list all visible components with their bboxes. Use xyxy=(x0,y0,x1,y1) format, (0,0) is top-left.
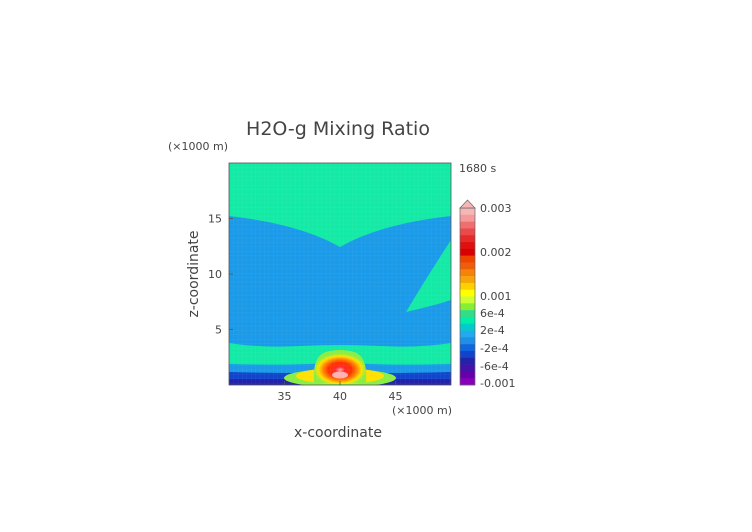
colorbar xyxy=(459,199,476,386)
colorbar-swatch xyxy=(460,350,475,359)
colorbar-swatch xyxy=(460,276,475,284)
colorbar-swatch xyxy=(460,282,475,290)
colorbar-swatch xyxy=(460,255,475,263)
y-axis-label: z-coordinate xyxy=(186,230,202,317)
colorbar-swatch xyxy=(460,242,475,250)
y-axis: 5 10 15 xyxy=(208,213,233,337)
colorbar-swatch xyxy=(460,214,475,222)
colorbar-swatch xyxy=(460,344,475,352)
colorbar-label: -2e-4 xyxy=(480,342,509,355)
colorbar-label: 0.001 xyxy=(480,290,512,303)
x-tick-label: 45 xyxy=(389,390,403,403)
colorbar-arrow xyxy=(459,199,476,209)
colorbar-swatch xyxy=(460,303,475,311)
colorbar-swatch xyxy=(460,235,475,243)
colorbar-swatch xyxy=(460,262,475,270)
colorbar-label: -6e-4 xyxy=(480,360,509,373)
colorbar-swatch xyxy=(460,310,475,318)
colorbar-swatch xyxy=(460,378,475,386)
colorbar-label: 2e-4 xyxy=(480,324,505,337)
y-tick-label: 10 xyxy=(208,268,222,281)
x-axis: 35 40 45 xyxy=(278,381,403,403)
colorbar-labels: 0.003 0.002 0.001 6e-4 2e-4 -2e-4 -6e-4 -0.001 xyxy=(480,202,515,390)
grid-overlay xyxy=(229,163,451,385)
colorbar-swatch xyxy=(460,316,475,325)
x-unit-label: (×1000 m) xyxy=(392,404,452,417)
colorbar-swatch xyxy=(460,296,475,304)
colorbar-swatch xyxy=(460,357,475,365)
y-unit-label: (×1000 m) xyxy=(168,140,228,153)
colorbar-swatch xyxy=(460,371,475,379)
x-axis-label: x-coordinate xyxy=(294,425,382,441)
x-tick-label: 35 xyxy=(278,390,292,403)
colorbar-swatch xyxy=(460,337,475,345)
y-tick-label: 15 xyxy=(208,213,222,226)
y-tick-label: 5 xyxy=(215,324,222,337)
colorbar-swatch xyxy=(460,289,475,297)
colorbar-swatch xyxy=(460,323,475,331)
colorbar-swatch xyxy=(460,330,475,338)
plot-area xyxy=(229,163,451,385)
colorbar-label: 0.003 xyxy=(480,202,512,215)
colorbar-label: 6e-4 xyxy=(480,307,505,320)
time-label: 1680 s xyxy=(459,162,496,175)
colorbar-swatch xyxy=(460,221,475,229)
colorbar-swatch xyxy=(460,208,475,216)
colorbar-swatch xyxy=(460,269,475,277)
colorbar-label: 0.002 xyxy=(480,246,512,259)
x-tick-label: 40 xyxy=(333,390,347,403)
colorbar-swatch xyxy=(460,228,475,236)
colorbar-label: -0.001 xyxy=(480,377,515,390)
colorbar-swatch xyxy=(460,248,475,256)
chart-title: H2O-g Mixing Ratio xyxy=(246,118,430,140)
colorbar-swatch xyxy=(460,364,475,372)
